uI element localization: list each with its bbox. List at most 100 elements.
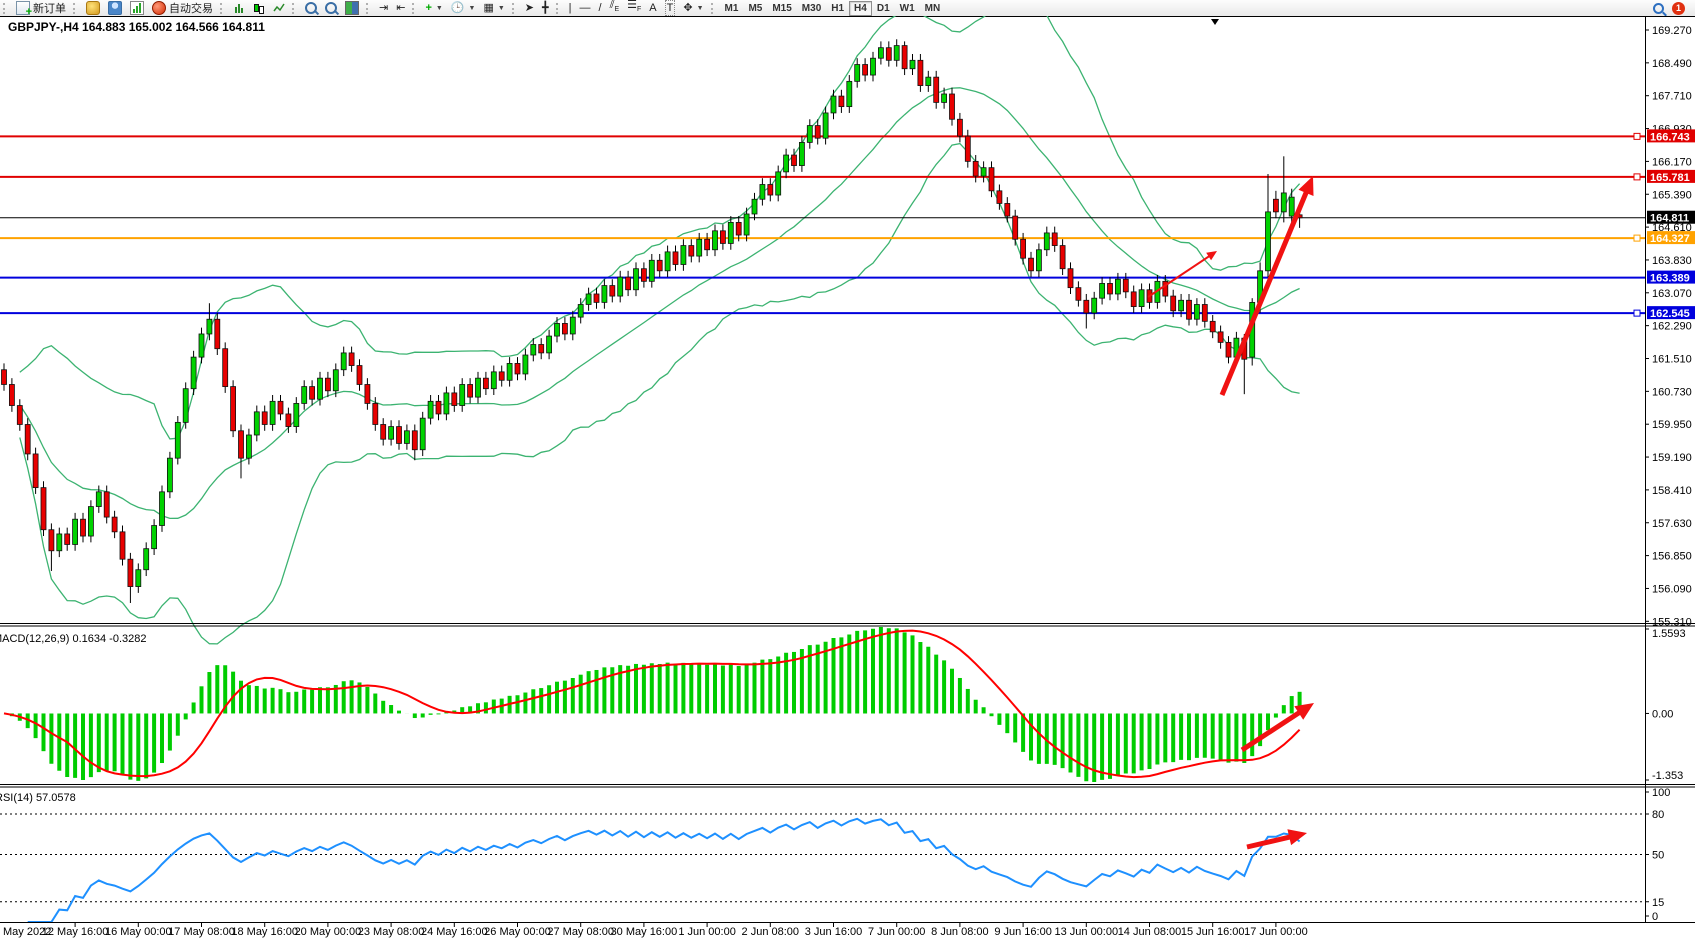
- tab-timeframe-d1[interactable]: D1: [876, 2, 890, 14]
- horizontal-lines[interactable]: [0, 132, 1645, 317]
- tile-windows-button[interactable]: [341, 0, 363, 16]
- toolbar-grip[interactable]: [220, 2, 226, 14]
- candle-bearish: [1209, 320, 1216, 333]
- tab-timeframe-h4[interactable]: H4: [849, 0, 872, 16]
- line-handle[interactable]: [1633, 173, 1641, 181]
- tab-timeframe-mn[interactable]: MN: [924, 2, 941, 14]
- trend-arrow[interactable]: [1240, 706, 1307, 753]
- autotrading-button[interactable]: 自动交易: [148, 0, 217, 16]
- shapes-tool[interactable]: ✥ ▼: [679, 0, 707, 16]
- trend-arrow-head[interactable]: [1206, 251, 1217, 261]
- macd-signal-line: [3, 629, 1301, 779]
- cursor-button[interactable]: ➤: [521, 0, 538, 16]
- auto-scroll-icon: ⇥: [379, 2, 389, 14]
- horizontal-line-tool[interactable]: —: [576, 0, 595, 16]
- candle-bearish: [324, 377, 331, 392]
- accounts-button[interactable]: [104, 0, 126, 16]
- candle-bullish: [822, 112, 829, 139]
- trend-arrow[interactable]: [1246, 832, 1298, 850]
- trend-arrow-head[interactable]: [1294, 703, 1314, 720]
- candle-bearish: [24, 424, 31, 455]
- line-handle[interactable]: [1633, 309, 1641, 317]
- time-axis-label: 7 Jun 00:00: [868, 926, 926, 938]
- toolbar-grip[interactable]: [511, 2, 518, 14]
- time-axis-label: 3 Jun 16:00: [805, 926, 863, 938]
- line-chart-button[interactable]: [269, 0, 289, 16]
- tab-timeframe-m1[interactable]: M1: [724, 2, 739, 14]
- price-axis[interactable]: 169.270168.490167.710166.930166.170165.3…: [1645, 16, 1695, 922]
- candle-bearish: [933, 76, 940, 103]
- time-axis-label: 14 Jun 08:00: [1118, 926, 1182, 938]
- trendline-tool[interactable]: /: [595, 0, 606, 16]
- toolbar-grip[interactable]: [366, 2, 372, 14]
- indicators-button[interactable]: + ▼: [421, 0, 446, 16]
- search-button[interactable]: [1649, 0, 1668, 16]
- tab-timeframe-m15[interactable]: M15: [772, 2, 792, 14]
- toolbar-grip[interactable]: [555, 2, 562, 14]
- bollinger-upper-band: [19, 0, 1301, 440]
- candle-bullish: [245, 434, 252, 459]
- candle-bearish: [396, 426, 402, 444]
- toolbar-grip[interactable]: [292, 2, 298, 14]
- candlestick-chart-button[interactable]: [249, 0, 269, 16]
- trend-arrow-head[interactable]: [1287, 829, 1307, 846]
- market-watch-button[interactable]: [82, 0, 104, 16]
- candle-bearish: [1051, 232, 1058, 246]
- cursor-icon: ➤: [524, 2, 535, 14]
- tab-timeframe-m30[interactable]: M30: [801, 2, 822, 14]
- candle-bearish: [309, 386, 316, 400]
- price-line-badge-label: 164.811: [1650, 213, 1689, 225]
- periods-button[interactable]: 🕒 ▼: [447, 0, 480, 16]
- chart-shift-button[interactable]: ⇤: [392, 0, 409, 16]
- equidistant-channel-tool[interactable]: ⫽E: [606, 0, 624, 16]
- candle-bearish: [1225, 341, 1232, 358]
- price-line-badge-label: 163.389: [1650, 273, 1690, 285]
- fibonacci-tool[interactable]: ☰F: [623, 0, 645, 16]
- templates-button[interactable]: ▦ ▼: [479, 0, 508, 16]
- panel-separators[interactable]: [0, 623, 1695, 788]
- notifications-button[interactable]: 1: [1668, 0, 1689, 16]
- toolbar-grip[interactable]: [710, 2, 717, 14]
- bollinger-lower-band: [19, 142, 1300, 645]
- text-tool[interactable]: A: [645, 0, 660, 16]
- macd-header: MACD(12,26,9) 0.1634 -0.3282: [0, 633, 146, 645]
- tab-timeframe-h1[interactable]: H1: [831, 2, 845, 14]
- candle-bearish: [1217, 331, 1224, 343]
- new-order-button[interactable]: 新订单: [12, 0, 70, 18]
- trend-arrow[interactable]: [1147, 253, 1213, 298]
- crosshair-button[interactable]: ╋: [538, 0, 553, 16]
- candle-bearish: [720, 230, 726, 244]
- toolbar-grip[interactable]: [3, 2, 9, 14]
- toolbar-grip[interactable]: [412, 2, 418, 14]
- line-handle[interactable]: [1633, 234, 1641, 242]
- candle-bearish: [1186, 299, 1192, 320]
- trend-arrow[interactable]: [1219, 184, 1312, 396]
- tab-timeframe-m5[interactable]: M5: [748, 2, 763, 14]
- tab-timeframe-w1[interactable]: W1: [899, 2, 915, 14]
- candle-bullish: [530, 344, 537, 356]
- candle-bullish: [506, 363, 513, 381]
- candle-bullish: [135, 569, 142, 587]
- chart-shift-marker-icon[interactable]: [1211, 19, 1219, 25]
- bar-chart-button[interactable]: [229, 0, 249, 16]
- candle-bearish: [988, 167, 995, 192]
- signals-button[interactable]: [126, 0, 148, 16]
- auto-scroll-button[interactable]: ⇥: [375, 0, 392, 16]
- candle-bullish: [72, 518, 78, 545]
- vertical-line-tool[interactable]: |: [565, 0, 576, 16]
- new-order-icon: [16, 1, 32, 18]
- label-tool[interactable]: T: [661, 0, 680, 16]
- zoom-out-button[interactable]: [321, 0, 341, 16]
- toolbar-grip[interactable]: [73, 2, 79, 14]
- line-handle[interactable]: [1633, 132, 1641, 140]
- candle-bullish: [522, 354, 529, 375]
- trend-arrow-head[interactable]: [1298, 176, 1314, 196]
- zoom-in-button[interactable]: [301, 0, 321, 16]
- drawn-arrows[interactable]: [1147, 176, 1314, 850]
- price-tick-label: 163.830: [1652, 255, 1692, 267]
- chevron-down-icon: ▼: [696, 4, 704, 12]
